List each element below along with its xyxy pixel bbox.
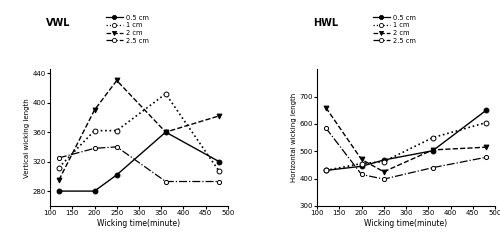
Y-axis label: Vertical wicking length: Vertical wicking length xyxy=(24,98,30,178)
Text: HWL: HWL xyxy=(314,18,338,28)
Legend: 0.5 cm, 1 cm, 2 cm, 2.5 cm: 0.5 cm, 1 cm, 2 cm, 2.5 cm xyxy=(104,12,152,46)
X-axis label: Wicking time(minute): Wicking time(minute) xyxy=(98,219,180,228)
Text: VWL: VWL xyxy=(46,18,71,28)
Y-axis label: Horizontal wicking length: Horizontal wicking length xyxy=(290,93,296,182)
Legend: 0.5 cm, 1 cm, 2 cm, 2.5 cm: 0.5 cm, 1 cm, 2 cm, 2.5 cm xyxy=(370,12,418,46)
X-axis label: Wicking time(minute): Wicking time(minute) xyxy=(364,219,448,228)
